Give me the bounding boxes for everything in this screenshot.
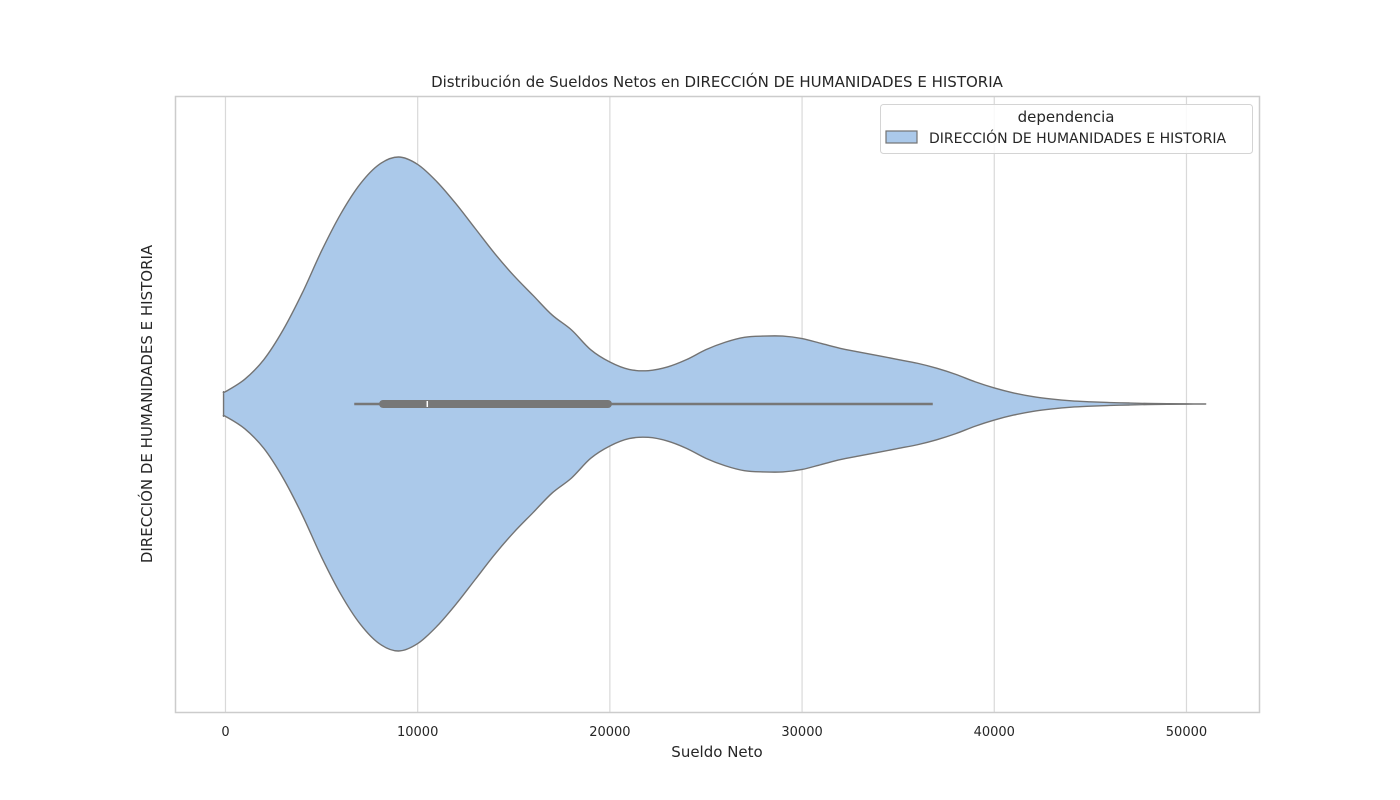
x-tick-label-30000: 30000 (781, 725, 822, 740)
x-axis-label: Sueldo Neto (671, 743, 762, 761)
x-tick-label-10000: 10000 (397, 725, 438, 740)
legend-swatch (885, 130, 918, 144)
plot-frame (174, 95, 1261, 714)
legend-box (880, 104, 1253, 154)
violin-layer (222, 156, 1207, 652)
legend-title: dependencia (1018, 108, 1115, 126)
legend: dependencia DIRECCIÓN DE HUMANIDADES E H… (880, 104, 1253, 154)
y-axis-label: DIRECCIÓN DE HUMANIDADES E HISTORIA (137, 244, 156, 563)
x-tick-labels: 0 10000 20000 30000 40000 50000 (221, 725, 1207, 740)
x-tick-label-50000: 50000 (1166, 725, 1207, 740)
x-tick-label-40000: 40000 (974, 725, 1015, 740)
chart-title: Distribución de Sueldos Netos en DIRECCI… (431, 72, 1004, 91)
x-tick-label-20000: 20000 (589, 725, 630, 740)
legend-entry-label: DIRECCIÓN DE HUMANIDADES E HISTORIA (929, 129, 1227, 147)
x-tick-label-0: 0 (221, 725, 229, 740)
